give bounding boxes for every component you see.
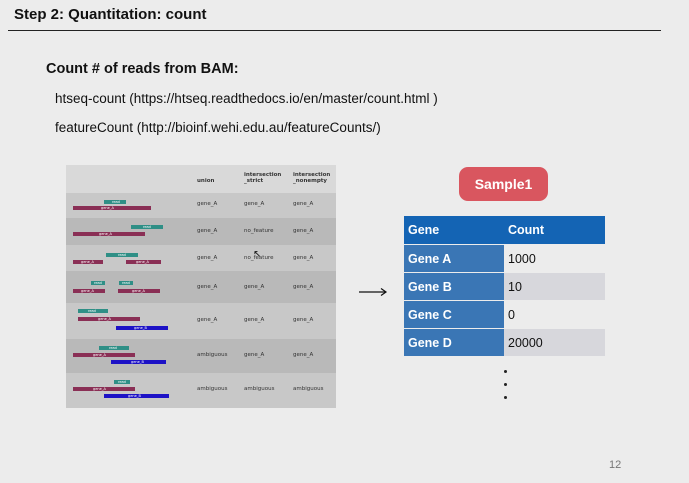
gene-cell: Gene D bbox=[404, 328, 504, 356]
tool-htseq-count: htseq-count (https://htseq.readthedocs.i… bbox=[55, 91, 438, 106]
feature-bar: gene_A bbox=[73, 387, 135, 391]
count-cell: 1000 bbox=[504, 244, 605, 272]
header-count: Count bbox=[504, 216, 605, 244]
cell-union: ambiguous bbox=[197, 352, 228, 358]
column-union: union bbox=[197, 178, 215, 184]
mode-row-1: read gene_A gene_A gene_A gene_A bbox=[66, 193, 336, 218]
feature-bar: gene_A bbox=[78, 317, 140, 321]
read-bar: read bbox=[104, 200, 126, 204]
feature-bar: gene_A bbox=[73, 260, 103, 264]
cell-union: gene_A bbox=[197, 201, 218, 207]
tool-featurecount: featureCount (http://bioinf.wehi.edu.au/… bbox=[55, 120, 381, 135]
mode-row-5: read gene_A gene_B gene_A gene_A gene_A bbox=[66, 303, 336, 339]
header-gene: Gene bbox=[404, 216, 504, 244]
read-bar: read bbox=[131, 225, 163, 229]
read-bar: read bbox=[99, 346, 129, 350]
table-row: Gene D 20000 bbox=[404, 328, 605, 356]
feature-b-bar: gene_B bbox=[111, 360, 166, 364]
feature-bar: gene_A bbox=[118, 289, 160, 293]
cell-union: gene_A bbox=[197, 228, 218, 234]
cell-strict: gene_A bbox=[244, 284, 265, 290]
count-table: Gene Count Gene A 1000 Gene B 10 Gene C … bbox=[404, 216, 605, 356]
slide-title: Step 2: Quantitation: count bbox=[14, 6, 207, 23]
cell-nonempty: ambiguous bbox=[293, 386, 324, 392]
mode-row-2: read gene_A gene_A no_feature gene_A bbox=[66, 218, 336, 245]
mode-row-7: read gene_A gene_B ambiguous ambiguous a… bbox=[66, 373, 336, 408]
mouse-pointer-icon: ↖ bbox=[253, 249, 262, 260]
ellipsis-dot bbox=[504, 383, 507, 386]
gene-cell: Gene B bbox=[404, 272, 504, 300]
cell-nonempty: gene_A bbox=[293, 201, 314, 207]
cell-nonempty: gene_A bbox=[293, 352, 314, 358]
feature-bar: gene_A bbox=[73, 353, 135, 357]
feature-bar: gene_A bbox=[73, 232, 145, 236]
mode-row-6: read gene_A gene_B ambiguous gene_A gene… bbox=[66, 339, 336, 373]
feature-bar: gene_A bbox=[73, 289, 105, 293]
mode-row-3: read gene_A gene_A gene_A no_feature gen… bbox=[66, 245, 336, 271]
mode-table-header: union intersection _strict intersection … bbox=[66, 165, 336, 193]
cell-union: gene_A bbox=[197, 255, 218, 261]
count-cell: 20000 bbox=[504, 328, 605, 356]
column-intersection-nonempty: intersection _nonempty bbox=[293, 172, 331, 184]
count-table-header: Gene Count bbox=[404, 216, 605, 244]
section-heading: Count # of reads from BAM: bbox=[46, 61, 239, 77]
feature-b-bar: gene_B bbox=[116, 326, 168, 330]
read-bar: read bbox=[119, 281, 133, 285]
ellipsis-dot bbox=[504, 396, 507, 399]
count-cell: 10 bbox=[504, 272, 605, 300]
read-bar: read bbox=[106, 253, 138, 257]
cell-strict: no_feature bbox=[244, 255, 274, 261]
sample-badge: Sample1 bbox=[459, 167, 548, 201]
right-arrow-icon bbox=[359, 288, 388, 296]
cell-nonempty: gene_A bbox=[293, 228, 314, 234]
feature-b-bar: gene_B bbox=[104, 394, 169, 398]
read-bar: read bbox=[78, 309, 108, 313]
gene-cell: Gene C bbox=[404, 300, 504, 328]
read-bar: read bbox=[91, 281, 105, 285]
cell-union: gene_A bbox=[197, 284, 218, 290]
table-row: Gene C 0 bbox=[404, 300, 605, 328]
page-number: 12 bbox=[609, 459, 622, 471]
cell-nonempty: gene_A bbox=[293, 255, 314, 261]
read-bar: read bbox=[114, 380, 130, 384]
count-cell: 0 bbox=[504, 300, 605, 328]
cell-strict: gene_A bbox=[244, 352, 265, 358]
cell-strict: gene_A bbox=[244, 201, 265, 207]
cell-nonempty: gene_A bbox=[293, 317, 314, 323]
counting-mode-table: union intersection _strict intersection … bbox=[66, 165, 336, 408]
feature-bar: gene_A bbox=[126, 260, 161, 264]
title-divider bbox=[8, 30, 661, 31]
column-intersection-strict: intersection _strict bbox=[244, 172, 282, 184]
cell-union: gene_A bbox=[197, 317, 218, 323]
table-row: Gene B 10 bbox=[404, 272, 605, 300]
mode-row-4: read read gene_A gene_A gene_A gene_A ge… bbox=[66, 271, 336, 303]
ellipsis-dot bbox=[504, 370, 507, 373]
cell-strict: no_feature bbox=[244, 228, 274, 234]
feature-bar: gene_A bbox=[73, 206, 151, 210]
cell-union: ambiguous bbox=[197, 386, 228, 392]
cell-nonempty: gene_A bbox=[293, 284, 314, 290]
cell-strict: gene_A bbox=[244, 317, 265, 323]
cell-strict: ambiguous bbox=[244, 386, 275, 392]
gene-cell: Gene A bbox=[404, 244, 504, 272]
table-row: Gene A 1000 bbox=[404, 244, 605, 272]
